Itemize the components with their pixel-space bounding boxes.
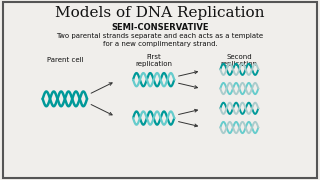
- Text: Models of DNA Replication: Models of DNA Replication: [55, 6, 265, 20]
- Text: Parent cell: Parent cell: [46, 57, 83, 64]
- Text: Two parental strands separate and each acts as a template
for a new complimentar: Two parental strands separate and each a…: [56, 33, 264, 47]
- Text: SEMI-CONSERVATIVE: SEMI-CONSERVATIVE: [111, 23, 209, 32]
- Text: First
replication: First replication: [135, 54, 172, 67]
- Text: Second
replication: Second replication: [221, 54, 258, 67]
